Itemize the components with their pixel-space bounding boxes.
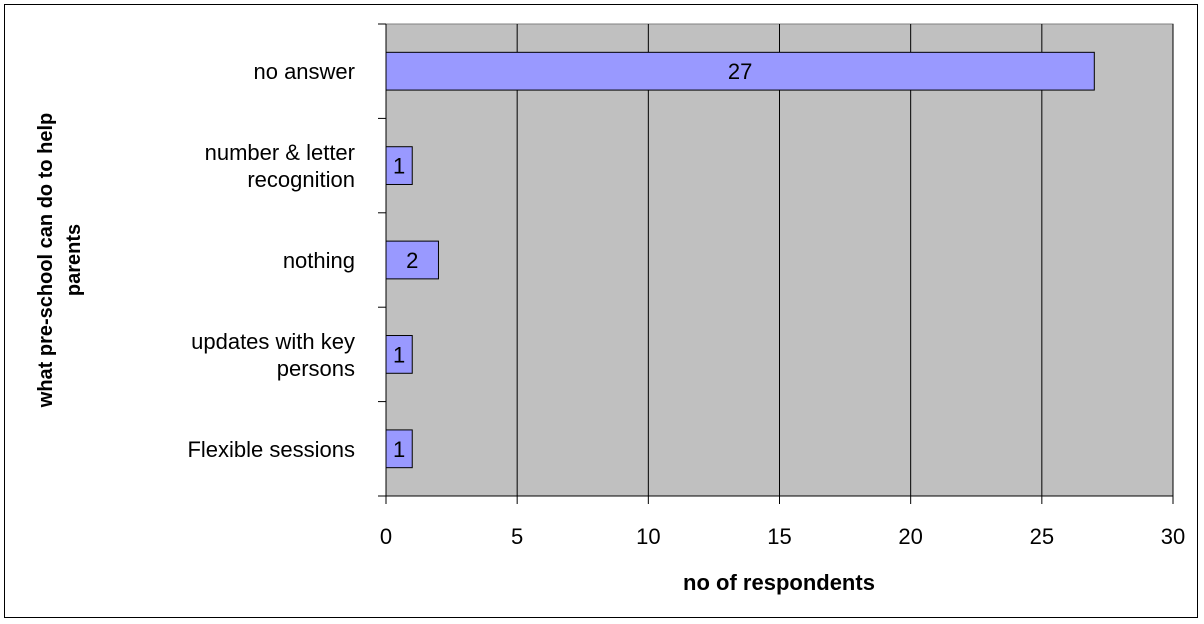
- data-label: 27: [728, 59, 752, 84]
- x-tick-label: 30: [1161, 524, 1185, 549]
- data-label: 1: [393, 342, 405, 367]
- x-axis: 0 5 10 15 20 25 30: [380, 495, 1185, 549]
- category-label: persons: [277, 356, 355, 381]
- bar: [385, 240, 439, 280]
- x-tick-label: 10: [636, 524, 660, 549]
- category-label: updates with key: [191, 329, 355, 354]
- category-label: Flexible sessions: [187, 437, 355, 462]
- x-axis-title: no of respondents: [683, 570, 875, 595]
- y-axis-title: what pre-school can do to help parents: [35, 113, 85, 408]
- bar: [385, 146, 413, 185]
- bars: [385, 51, 1095, 469]
- bar: [385, 51, 1095, 91]
- data-labels: 27 1 2 1 1: [393, 59, 752, 462]
- category-label: no answer: [253, 59, 355, 84]
- data-label: 1: [393, 437, 405, 462]
- category-label: recognition: [247, 167, 355, 192]
- data-label: 1: [393, 154, 405, 179]
- x-tick-label: 20: [898, 524, 922, 549]
- bar: [385, 429, 413, 469]
- x-tick-label: 25: [1030, 524, 1054, 549]
- x-tick-label: 5: [511, 524, 523, 549]
- y-title-line: what pre-school can do to help: [35, 113, 57, 408]
- x-tick-label: 0: [380, 524, 392, 549]
- category-label: nothing: [283, 248, 355, 273]
- x-tick-label: 15: [767, 524, 791, 549]
- y-title-group: what pre-school can do to help parents: [35, 113, 85, 408]
- bar: [385, 335, 413, 374]
- y-title-line: parents: [63, 224, 85, 296]
- data-label: 2: [406, 248, 418, 273]
- gridlines: [516, 24, 1174, 496]
- category-label: number & letter: [205, 140, 355, 165]
